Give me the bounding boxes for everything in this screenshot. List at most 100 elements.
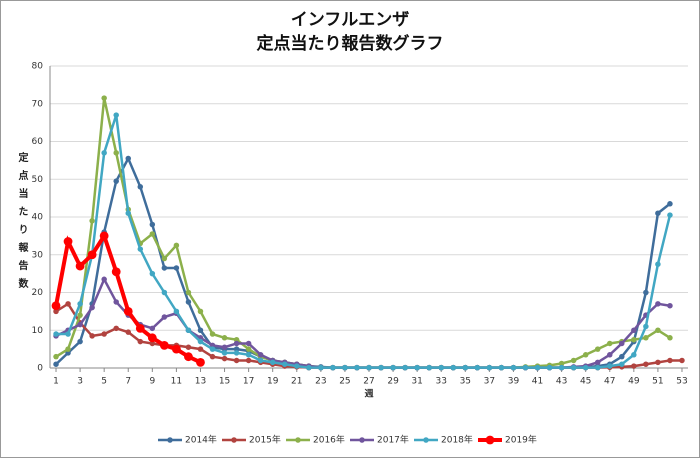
x-tick-label: 47 — [604, 377, 615, 387]
point — [570, 357, 577, 364]
point — [77, 321, 83, 328]
point — [245, 357, 252, 364]
point — [607, 352, 613, 358]
x-tick-label: 29 — [387, 377, 399, 387]
point — [390, 364, 396, 371]
point — [486, 364, 493, 371]
point — [342, 364, 348, 371]
point — [619, 340, 625, 347]
point — [111, 267, 121, 277]
point — [101, 331, 107, 337]
y-tick-label: 60 — [32, 137, 44, 147]
point — [89, 333, 95, 339]
legend-label: 2015年 — [249, 434, 281, 446]
point — [257, 352, 264, 358]
x-tick-label: 25 — [339, 377, 350, 387]
point — [185, 327, 192, 333]
x-tick-label: 15 — [219, 377, 230, 387]
y-tick-label: 50 — [32, 175, 44, 185]
point — [643, 335, 649, 341]
point — [209, 342, 216, 349]
legend-label: 2014年 — [185, 434, 217, 446]
point — [233, 336, 240, 343]
legend-marker — [167, 437, 173, 443]
legend-marker — [485, 435, 495, 445]
point — [137, 184, 144, 190]
point — [149, 325, 156, 332]
legend-label: 2019年 — [505, 434, 537, 446]
point — [185, 299, 192, 305]
y-tick-label: 10 — [32, 326, 44, 336]
x-tick-label: 45 — [580, 377, 591, 387]
point — [53, 308, 59, 315]
point — [149, 270, 156, 277]
x-tick-label: 43 — [556, 377, 567, 387]
point — [161, 255, 168, 262]
legend-marker — [231, 437, 237, 443]
point — [51, 301, 61, 311]
point — [619, 353, 625, 360]
point — [245, 346, 252, 352]
point — [631, 336, 637, 343]
x-tick-label: 35 — [460, 377, 471, 387]
point — [450, 364, 457, 371]
point — [438, 364, 444, 371]
point — [99, 231, 109, 241]
point — [245, 352, 252, 358]
point — [245, 340, 252, 347]
point — [113, 150, 119, 156]
point — [594, 346, 601, 352]
point — [643, 289, 649, 296]
point — [113, 178, 119, 184]
point — [53, 361, 59, 367]
point — [269, 359, 276, 366]
x-tick-label: 13 — [195, 377, 206, 387]
point — [257, 357, 264, 364]
point — [221, 350, 228, 356]
y-tick-label: 40 — [32, 213, 44, 223]
point — [65, 346, 71, 352]
point — [498, 364, 505, 371]
point — [113, 112, 119, 118]
y-tick-label: 0 — [37, 364, 43, 374]
point — [147, 333, 157, 343]
point — [161, 289, 168, 296]
point — [173, 242, 180, 249]
point — [631, 327, 637, 333]
point — [570, 364, 577, 371]
x-tick-label: 5 — [101, 377, 107, 387]
point — [123, 306, 133, 316]
point — [63, 237, 73, 246]
point — [113, 299, 119, 305]
x-axis-label: 週 — [364, 389, 374, 400]
y-tick-label: 70 — [32, 99, 44, 109]
point — [318, 364, 324, 371]
point — [65, 301, 71, 307]
point — [667, 357, 673, 364]
point — [474, 364, 481, 371]
point — [582, 352, 589, 358]
x-tick-label: 1 — [53, 377, 59, 387]
point — [414, 364, 420, 371]
point — [135, 323, 145, 333]
point — [185, 344, 192, 350]
point — [197, 308, 204, 315]
point — [462, 364, 469, 371]
point — [77, 312, 83, 318]
point — [221, 355, 228, 362]
legend-label: 2018年 — [441, 434, 473, 446]
point — [306, 364, 312, 371]
point — [77, 338, 83, 345]
point — [173, 265, 180, 271]
point — [53, 353, 59, 360]
point — [655, 210, 661, 216]
point — [534, 364, 541, 371]
point — [667, 335, 673, 341]
point — [184, 352, 193, 362]
point — [294, 363, 300, 369]
point — [607, 340, 613, 347]
point — [149, 231, 156, 237]
